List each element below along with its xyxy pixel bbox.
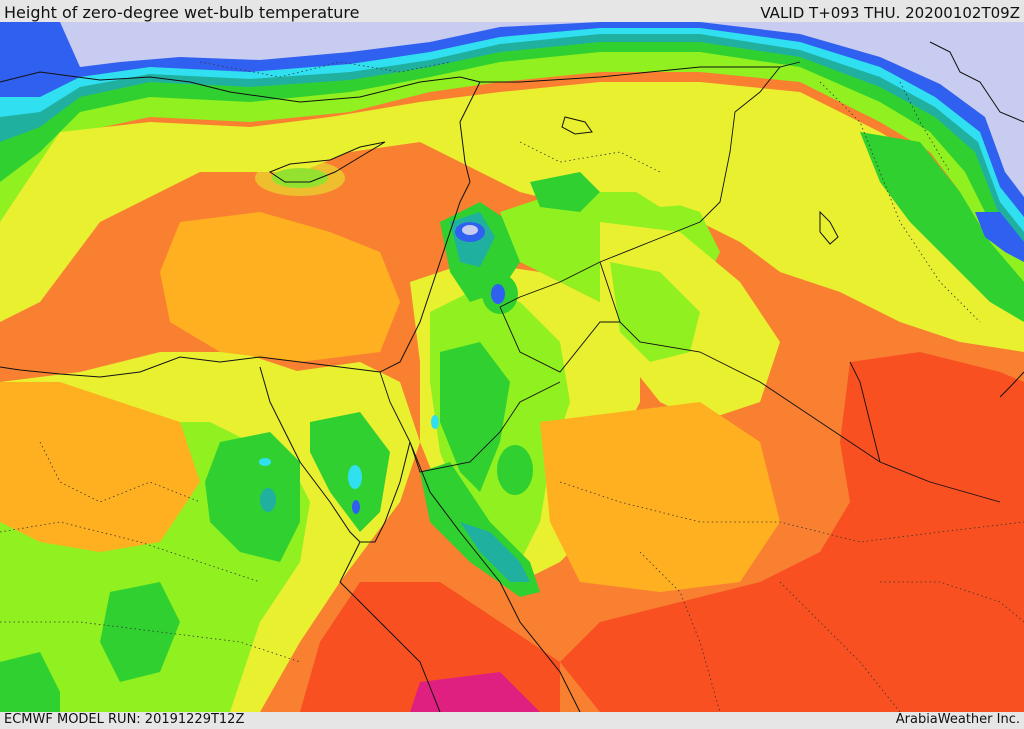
cyan-spot-sinai [348, 465, 362, 489]
gold-zone-egypt-west [0, 382, 200, 552]
border-egypt-israel [379, 371, 411, 443]
coastline-caspian [929, 41, 1024, 123]
blue-spot-golan [491, 284, 505, 304]
blue-zone-iran [975, 212, 1024, 262]
yellow-spot-cyprus [255, 160, 345, 196]
coastline-red-sea-west [339, 541, 441, 712]
borders [379, 61, 1001, 503]
internal-boundaries [0, 61, 1024, 712]
coastline-lake-van [561, 116, 593, 135]
boundary-egypt-south [0, 621, 301, 663]
border-jordan-saudi [499, 306, 620, 373]
boundary-egypt-governorate [0, 521, 261, 583]
credit: ArabiaWeather Inc. [895, 712, 1020, 727]
green-blob-egypt-1 [205, 432, 300, 562]
blue-spot-sinai [352, 500, 360, 514]
green-spot-syria [530, 172, 600, 212]
coastline-persian-gulf [999, 371, 1024, 398]
coastline-cyprus [268, 141, 386, 183]
cyan-spot-jordan [431, 415, 439, 429]
boundary-saudi-3 [779, 581, 901, 712]
north-blue-band [0, 22, 1024, 217]
map-footer: ECMWF MODEL RUN: 20191229T12Z ArabiaWeat… [0, 712, 1024, 729]
magenta-zone-south [410, 672, 540, 712]
green-zone-iran [860, 132, 1024, 322]
border-jordan-iraq [409, 381, 561, 473]
border-syria-turkey [480, 61, 801, 83]
green-zone-jordan [440, 342, 510, 492]
lavender-spot-lebanon [462, 225, 478, 235]
coastline-levant [379, 181, 471, 373]
gold-zone-saudi [540, 402, 780, 592]
coastline-red-sea-east [409, 441, 581, 712]
boundary-iran-2 [899, 81, 951, 173]
map-header: Height of zero-degree wet-bulb temperatu… [0, 0, 1024, 22]
contour-map-svg [0, 22, 1024, 712]
cyan-spot-egypt [259, 458, 271, 466]
teal-zone-west-saudi [460, 522, 530, 582]
coastline-gulf-of-aqaba [360, 441, 411, 543]
boundary-saudi-1 [559, 481, 1024, 543]
border-iraq-kuwait [849, 361, 881, 463]
coastlines [0, 41, 1024, 712]
model-run: ECMWF MODEL RUN: 20191229T12Z [4, 712, 245, 727]
north-lavender-zone [60, 22, 1024, 197]
valid-time: VALID T+093 THU. 20200102T09Z [760, 4, 1020, 22]
map-title: Height of zero-degree wet-bulb temperatu… [4, 3, 360, 22]
yellow-band-north [0, 82, 1024, 352]
north-cyan-band [0, 22, 1024, 232]
border-iraq-iran [499, 66, 781, 308]
green-spot-central-saudi [497, 445, 533, 495]
lime-zone-iraq [610, 262, 700, 362]
green-blob-egypt-3 [0, 652, 60, 712]
forecast-map [0, 22, 1024, 712]
coastline-gulf-of-suez [259, 366, 361, 543]
coastline-turkey [0, 71, 481, 183]
coastline-egypt-north [0, 356, 381, 378]
border-iraq-saudi [599, 261, 1001, 503]
gold-zone-mediterranean [160, 212, 400, 362]
green-blob-egypt-2 [100, 582, 180, 682]
coastline-lake-urmia [819, 210, 839, 245]
red-orange-zone-gulf [560, 352, 1024, 712]
boundary-turkey-east [199, 61, 451, 78]
yellow-spot-iraq-east [620, 132, 740, 207]
teal-spot-egypt [260, 488, 276, 512]
boundary-saudi-2 [639, 551, 721, 712]
